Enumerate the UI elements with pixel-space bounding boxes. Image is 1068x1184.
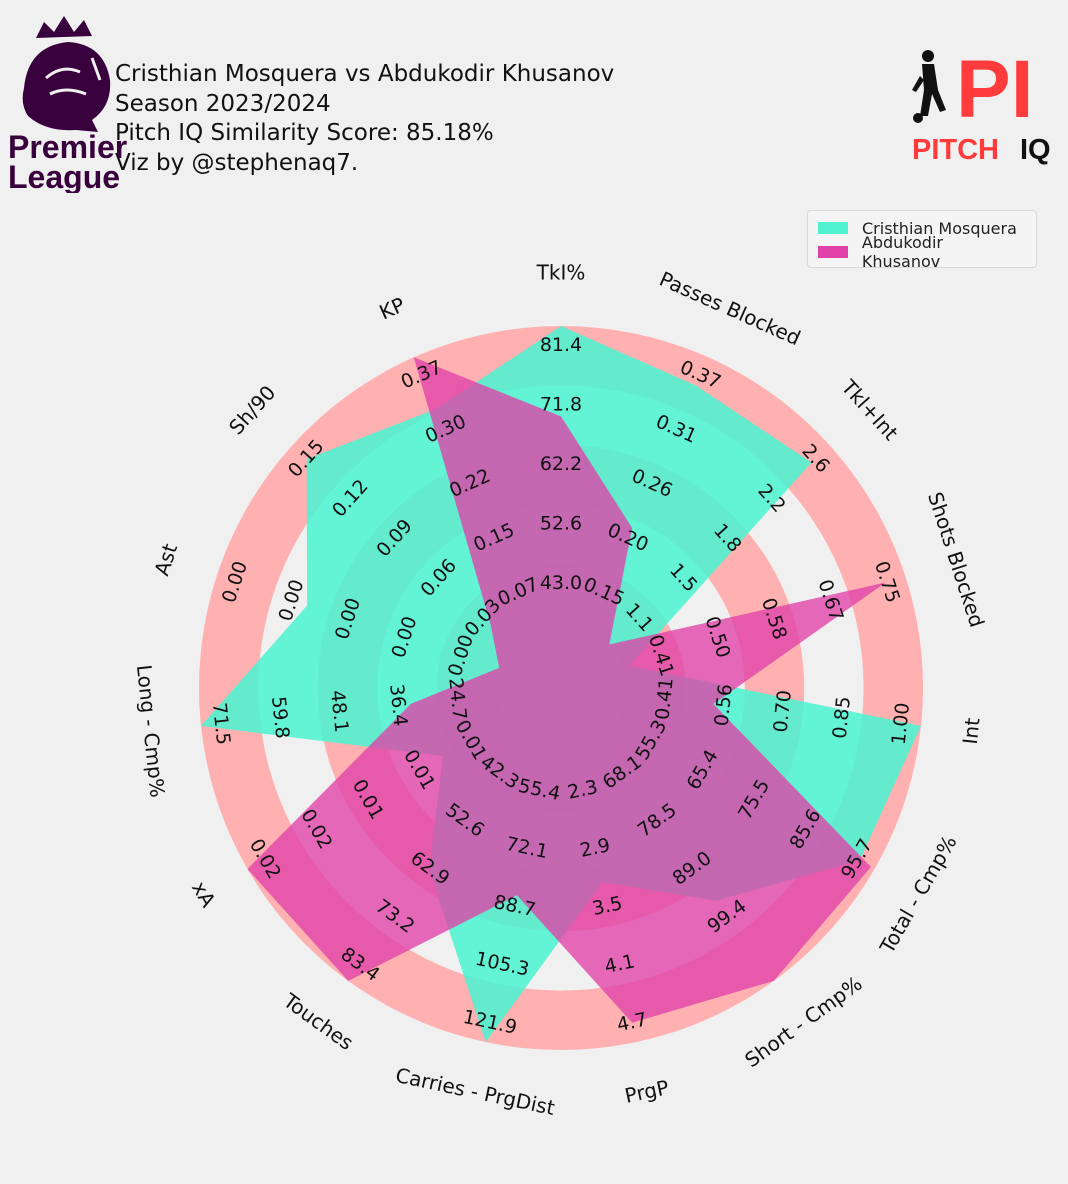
pitch-iq-logo: PI PITCH IQ [912, 44, 1051, 166]
tick-label: 0.56 [711, 683, 737, 727]
param-label: Passes Blocked [656, 267, 804, 351]
param-label: Long - Cmp% [132, 663, 170, 798]
legend-label-player2: Abdukodir Khusanov [861, 233, 943, 271]
legend-item-player2: Abdukodir Khusanov [818, 233, 1026, 271]
title-players: Cristhian Mosquera vs Abdukodir Khusanov [115, 61, 615, 87]
param-label: PrgP [623, 1075, 671, 1108]
param-label: Tkl+Int [836, 374, 903, 445]
legend-item-player1: Cristhian Mosquera [818, 216, 1026, 240]
param-label: KP [376, 292, 409, 324]
tick-label: 52.6 [540, 512, 582, 534]
tick-label: 81.4 [540, 334, 582, 356]
tick-label: 36.4 [385, 683, 411, 727]
param-label: Sh/90 [224, 381, 280, 440]
title-block: Cristhian Mosquera vs Abdukodir Khusanov… [115, 60, 614, 178]
tick-label: 1.00 [888, 702, 914, 746]
legend-swatch-player2 [818, 246, 848, 258]
tick-label: 24.7 [444, 677, 470, 721]
param-label: Int [958, 717, 985, 746]
pl-logo-word-league: League [8, 159, 120, 193]
param-label: xA [187, 877, 221, 911]
title-similarity: Pitch IQ Similarity Score: 85.18% [115, 120, 494, 146]
radar-series [200, 326, 922, 1043]
param-label: Total - Cmp% [874, 831, 961, 958]
param-label: Touches [278, 988, 358, 1055]
tick-label: 0.70 [770, 689, 796, 733]
param-label: Ast [149, 541, 182, 579]
param-label: TkI% [536, 261, 586, 285]
pitch-iq-mark: PI [956, 44, 1033, 135]
pitch-iq-word-pitch: PITCH [912, 134, 999, 166]
tick-label: 43.0 [540, 572, 582, 594]
param-label: Carries - PrgDist [393, 1063, 557, 1120]
footballer-silhouette-icon [912, 50, 946, 123]
title-credit: Viz by @stephenaq7. [115, 149, 359, 176]
tick-label: 59.8 [267, 695, 293, 739]
legend-label-player1: Cristhian Mosquera [862, 218, 1017, 238]
tick-label: 0.85 [829, 695, 855, 739]
premier-league-logo: Premier League [8, 16, 127, 193]
tick-label: 48.1 [326, 689, 352, 733]
pl-logo-word-premier: Premier [8, 129, 127, 165]
pitch-iq-word-iq: IQ [1020, 134, 1051, 166]
tick-label: 71.8 [540, 394, 582, 416]
title-season: Season 2023/2024 [115, 90, 331, 117]
param-label: Shots Blocked [923, 489, 989, 630]
tick-label: 71.5 [208, 702, 234, 746]
tick-label: 0.41 [651, 677, 677, 721]
radar-series-2 [247, 357, 886, 1023]
legend: Cristhian Mosquera Abdukodir Khusanov [807, 210, 1037, 271]
tick-label: 62.2 [540, 453, 582, 475]
legend-swatch-player1 [818, 222, 848, 234]
lion-crest-icon [22, 16, 111, 132]
